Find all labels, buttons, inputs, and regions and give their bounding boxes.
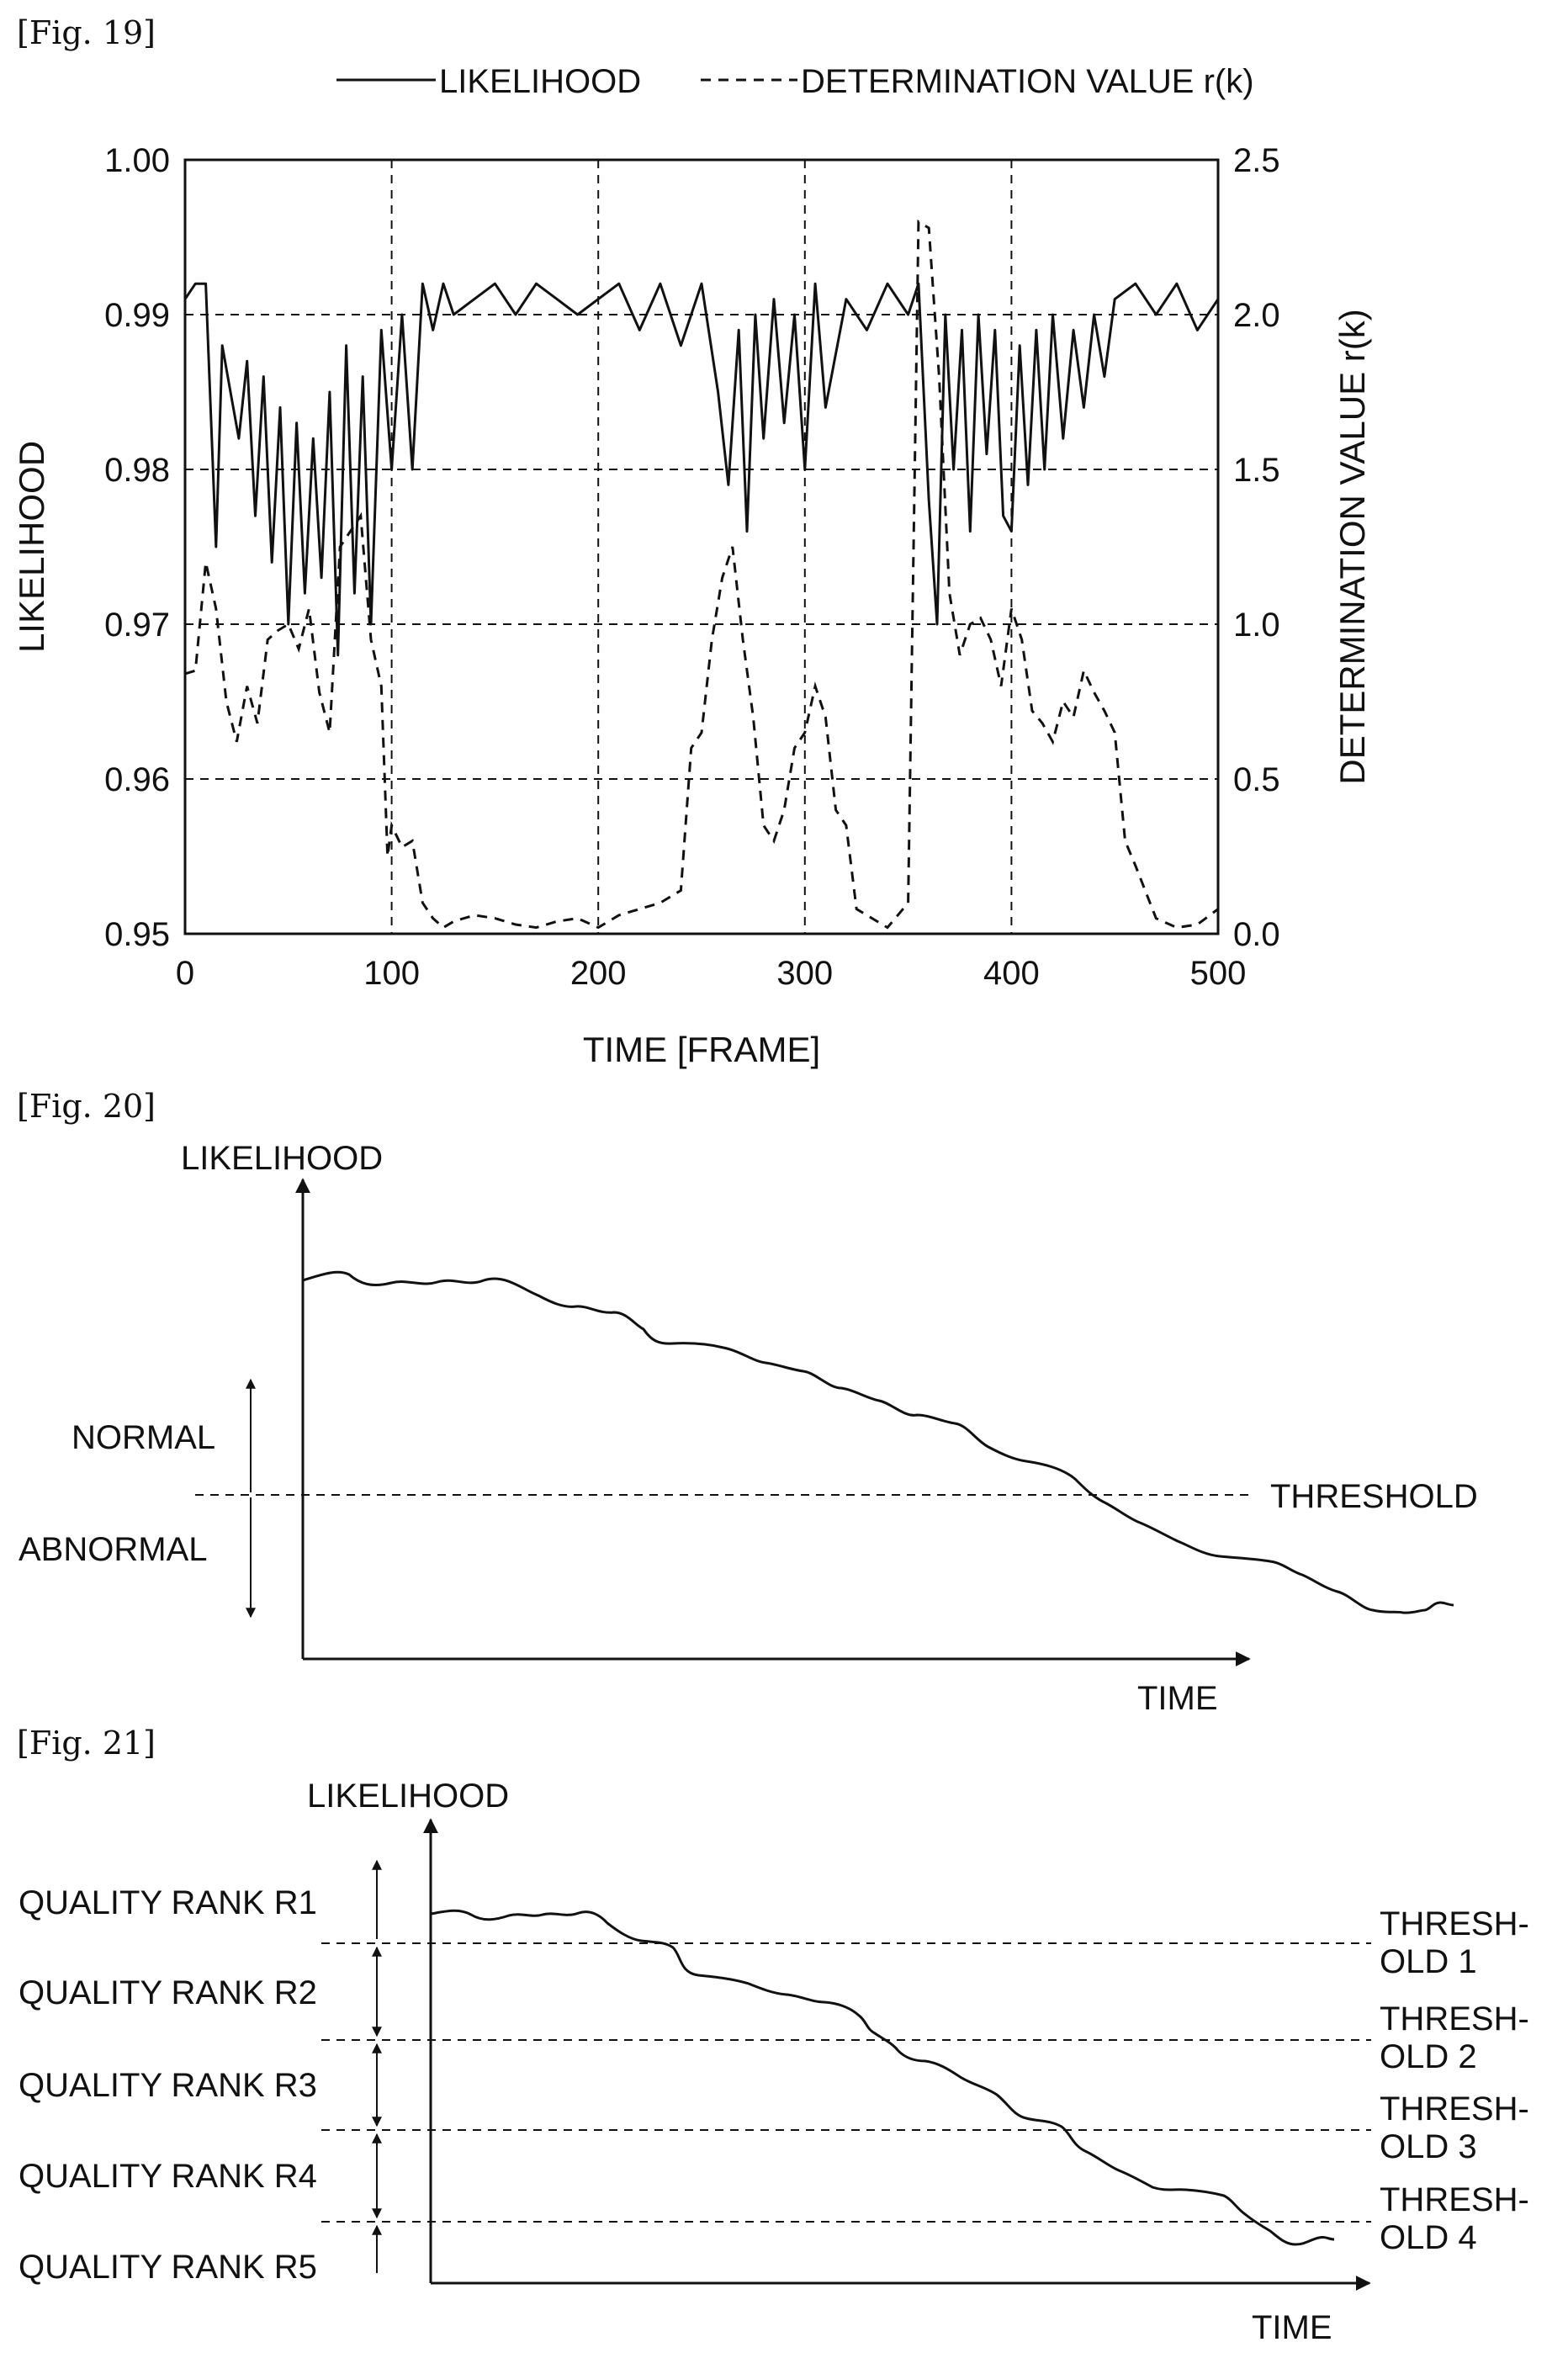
threshold-4-label-line1: THRESH- [1380, 2181, 1529, 2218]
grid-lines [185, 160, 1218, 934]
threshold-4-label-line2: OLD 4 [1380, 2219, 1477, 2256]
fig20-x-axis-label: TIME [1137, 1680, 1218, 1717]
fig19-legend: LIKELIHOOD DETERMINATION VALUE r(k) [336, 63, 1254, 100]
left-y-tick-label: 1.00 [104, 142, 170, 179]
fig21-y-axis-label: LIKELIHOOD [307, 1778, 509, 1815]
threshold-3-label-line2: OLD 3 [1380, 2128, 1477, 2165]
legend-dashed-label: DETERMINATION VALUE r(k) [801, 63, 1254, 100]
rank-r2-label: QUALITY RANK R2 [19, 1974, 317, 2011]
right-y-tick-label: 0.5 [1233, 761, 1280, 798]
series-determination-line [184, 219, 1219, 930]
left-axis-title: LIKELIHOOD [12, 441, 51, 653]
right-y-tick-label: 1.0 [1233, 607, 1280, 644]
left-y-tick-label: 0.96 [104, 761, 170, 798]
tick-labels: 0 100 200 300 400 5000.950.960.970.980.991.00… [104, 142, 1279, 992]
right-y-tick-label: 1.5 [1233, 452, 1280, 489]
fig20-y-axis-label: LIKELIHOOD [181, 1140, 383, 1177]
threshold-label: THRESHOLD [1270, 1478, 1478, 1515]
right-y-tick-label: 0.0 [1233, 916, 1280, 953]
x-tick-label: 0 [176, 955, 194, 992]
fig20-likelihood-curve [302, 1270, 1454, 1614]
right-y-tick-label: 2.5 [1233, 142, 1280, 179]
left-y-tick-label: 0.95 [104, 916, 170, 953]
threshold-2-label-line1: THRESH- [1380, 2000, 1529, 2037]
left-y-tick-label: 0.97 [104, 607, 170, 644]
fig21-likelihood-curve [430, 1909, 1335, 2246]
threshold-1-label-line1: THRESH- [1380, 1905, 1529, 1942]
legend-solid-label: LIKELIHOOD [439, 63, 641, 100]
fig21-label: [Fig. 21] [17, 1725, 156, 1762]
threshold-1-label-line2: OLD 1 [1380, 1943, 1477, 1980]
right-axis-title: DETERMINATION VALUE r(k) [1332, 309, 1372, 784]
rank-r3-label: QUALITY RANK R3 [19, 2067, 317, 2104]
rank-r1-label: QUALITY RANK R1 [19, 1884, 317, 1921]
rank-r4-label: QUALITY RANK R4 [19, 2158, 317, 2195]
x-tick-label: 400 [983, 955, 1040, 992]
threshold-3-label-line1: THRESH- [1380, 2090, 1529, 2127]
left-y-tick-label: 0.99 [104, 297, 170, 334]
x-tick-label: 300 [776, 955, 833, 992]
right-y-tick-label: 2.0 [1233, 297, 1280, 334]
abnormal-label: ABNORMAL [19, 1531, 208, 1568]
fig20-diagram: LIKELIHOOD TIME THRESHOLD NORMAL ABNORMA… [19, 1140, 1478, 1717]
rank-r5-label: QUALITY RANK R5 [19, 2249, 317, 2286]
x-axis-title: TIME [FRAME] [583, 1030, 820, 1069]
series-likelihood-line [183, 282, 1220, 657]
threshold-2-label-line2: OLD 2 [1380, 2038, 1477, 2075]
fig19-chart: 0 100 200 300 400 5000.950.960.970.980.991.00… [12, 142, 1372, 1069]
x-tick-label: 200 [570, 955, 627, 992]
fig20-label: [Fig. 20] [17, 1088, 156, 1125]
x-tick-label: 500 [1190, 955, 1247, 992]
left-y-tick-label: 0.98 [104, 452, 170, 489]
plot-frame [183, 158, 1220, 935]
fig19-label: [Fig. 19] [17, 14, 156, 51]
fig21-diagram: LIKELIHOOD TIME THRESH- OLD 1 THRESH- OL… [19, 1778, 1529, 2346]
normal-label: NORMAL [72, 1419, 215, 1456]
x-tick-label: 100 [363, 955, 420, 992]
fig21-x-axis-label: TIME [1252, 2309, 1332, 2346]
